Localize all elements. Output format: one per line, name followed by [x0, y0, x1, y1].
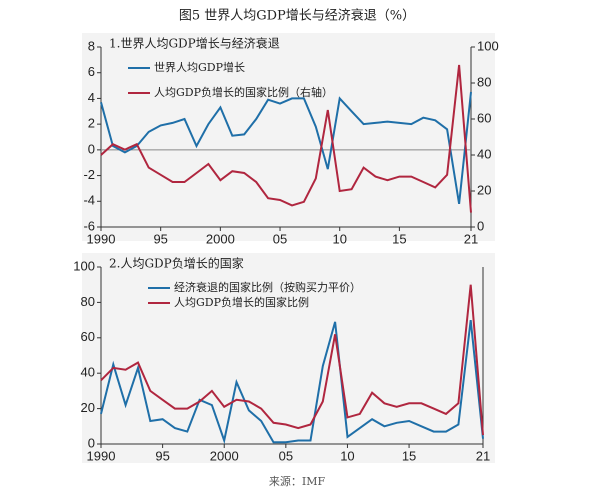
source: 来源：IMF	[269, 474, 326, 488]
panel-title: 2.人均GDP负增长的国家	[109, 256, 244, 271]
x-tick-label: 05	[273, 231, 287, 246]
series-line	[100, 64, 472, 213]
y-tick-label: 80	[81, 294, 95, 309]
y-tick-label: -4	[83, 193, 95, 208]
y-tick-label: 40	[81, 365, 95, 380]
y-tick-label: 20	[81, 400, 95, 415]
y-tick-label: 0	[88, 435, 95, 450]
y-tick-label: 100	[73, 258, 95, 273]
y2-tick-label: 60	[477, 110, 491, 125]
x-tick-label: 21	[476, 448, 490, 463]
legend-label: 人均GDP负增长的国家比例（右轴）	[154, 85, 333, 99]
y2-tick-label: 0	[477, 218, 484, 233]
legend-label: 经济衰退的国家比例（按购买力平价）	[174, 280, 361, 294]
page-title: 图5 世界人均GDP增长与经济衰退（%）	[179, 8, 415, 24]
x-tick-label: 15	[402, 448, 416, 463]
x-tick-label: 1990	[87, 231, 116, 246]
x-tick-label: 15	[392, 231, 406, 246]
y-tick-label: 8	[88, 38, 95, 53]
y2-tick-label: 80	[477, 74, 491, 89]
x-tick-label: 95	[153, 231, 167, 246]
series-line	[100, 91, 472, 205]
y-tick-label: -2	[83, 167, 95, 182]
panel-title: 1.世界人均GDP增长与经济衰退	[109, 36, 280, 51]
y2-tick-label: 20	[477, 182, 491, 197]
y-tick-label: 0	[88, 141, 95, 156]
x-tick-label: 10	[340, 448, 354, 463]
y2-tick-label: 40	[477, 146, 491, 161]
x-tick-label: 2000	[206, 231, 235, 246]
series-line	[100, 284, 484, 436]
x-tick-label: 2000	[210, 448, 239, 463]
y-tick-label: 6	[88, 64, 95, 79]
x-tick-label: 1990	[87, 448, 116, 463]
legend-label: 人均GDP负增长的国家比例	[174, 295, 309, 309]
y-tick-label: -6	[83, 218, 95, 233]
x-tick-label: 05	[279, 448, 293, 463]
series-line	[100, 319, 484, 445]
legend-label: 世界人均GDP增长	[154, 60, 245, 74]
x-tick-label: 95	[155, 448, 169, 463]
y-tick-label: 60	[81, 329, 95, 344]
y-tick-label: 4	[88, 90, 95, 105]
y2-tick-label: 100	[477, 38, 499, 53]
x-tick-label: 21	[464, 231, 478, 246]
y-tick-label: 2	[88, 116, 95, 131]
panel-bg	[82, 33, 495, 241]
x-tick-label: 10	[332, 231, 346, 246]
